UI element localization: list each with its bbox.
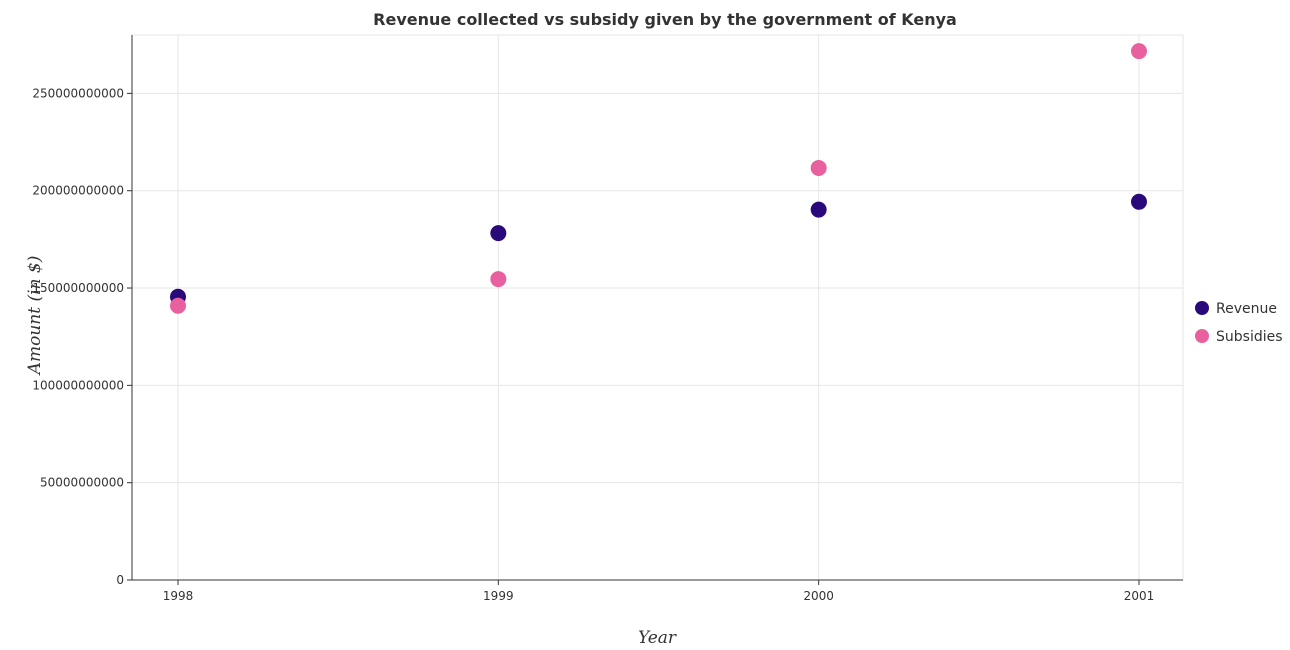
x-tick-label: 2000 xyxy=(803,589,834,603)
axes: 0 50000000000 100000000000 150000000000 2000… xyxy=(32,35,1183,603)
y-tick-label: 150000000000 xyxy=(32,281,124,295)
legend-marker-revenue xyxy=(1195,301,1209,315)
point-subsidies-1999 xyxy=(490,271,507,288)
legend-label-revenue: Revenue xyxy=(1216,301,1277,317)
y-tick-label: 0 xyxy=(116,573,124,587)
legend-label-subsidies: Subsidies xyxy=(1216,329,1283,345)
point-revenue-1999 xyxy=(490,225,507,242)
point-subsidies-2000 xyxy=(810,159,827,176)
point-subsidies-2001 xyxy=(1130,43,1147,60)
y-tick-label: 200000000000 xyxy=(32,184,124,198)
legend-marker-subsidies xyxy=(1195,329,1209,343)
plot-frame xyxy=(131,34,1184,581)
y-tick-label: 100000000000 xyxy=(32,378,124,392)
point-revenue-2001 xyxy=(1130,193,1147,210)
y-axis-title: Amount (in $) xyxy=(25,256,45,377)
chart-title: Revenue collected vs subsidy given by th… xyxy=(373,10,957,29)
data-points xyxy=(170,43,1147,314)
x-tick-label: 1999 xyxy=(483,589,514,603)
point-subsidies-1998 xyxy=(170,297,186,314)
legend: Revenue Subsidies xyxy=(1195,301,1283,345)
grid xyxy=(131,34,1184,581)
x-tick-label: 1998 xyxy=(163,589,194,603)
y-tick-label: 50000000000 xyxy=(40,476,124,490)
x-tick-label: 2001 xyxy=(1124,589,1155,603)
x-axis-title: Year xyxy=(638,628,677,648)
y-tick-label: 250000000000 xyxy=(32,86,124,100)
point-revenue-2000 xyxy=(810,201,827,218)
